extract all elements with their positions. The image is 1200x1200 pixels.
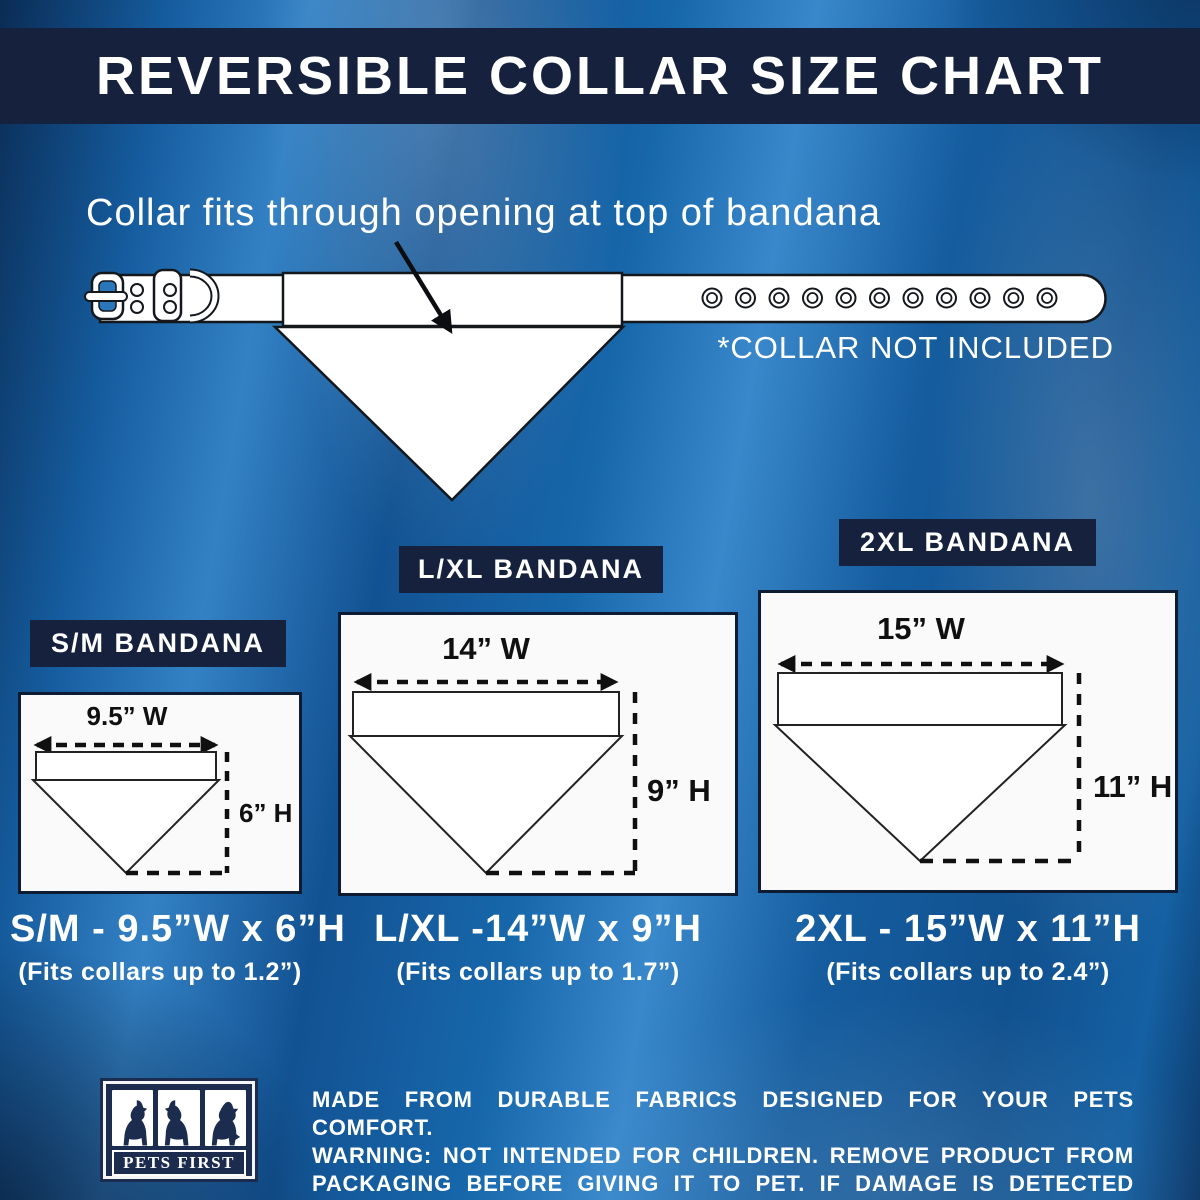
- pets-first-logo: PETS FIRST: [103, 1081, 255, 1179]
- fits-label-lxl: (Fits collars up to 1.7”): [396, 958, 680, 986]
- disclaimer-text: MADE FROM DURABLE FABRICS DESIGNED FOR Y…: [312, 1086, 1134, 1200]
- diagram-lxl: [347, 673, 638, 876]
- bandana-sleeve: [352, 691, 620, 737]
- size-label-2xl: 2XL - 15”W x 11”H: [795, 908, 1141, 950]
- collar-not-included-note: *COLLAR NOT INCLUDED: [717, 330, 1114, 365]
- width-label-2xl: 15” W: [877, 611, 965, 646]
- width-label-sm: 9.5” W: [86, 701, 168, 731]
- badge-lxl-bandana: L/XL BANDANA: [399, 546, 663, 593]
- bandana-sleeve: [35, 751, 217, 781]
- fits-label-sm: (Fits collars up to 1.2”): [18, 958, 302, 986]
- bandana-triangle: [347, 735, 625, 875]
- collar-buckle: [84, 268, 220, 324]
- brand-name: PETS FIRST: [112, 1150, 246, 1176]
- badge-sm-bandana: S/M BANDANA: [30, 620, 286, 667]
- disclaimer-line: WARNING: NOT INTENDED FOR CHILDREN. REMO…: [312, 1143, 1134, 1168]
- diagram-box-lxl: 14” W 9” H: [338, 612, 738, 896]
- size-label-lxl: L/XL -14”W x 9”H: [374, 908, 702, 950]
- width-label-lxl: 14” W: [442, 631, 530, 666]
- collar-eyelets: [701, 287, 1058, 309]
- badge-2xl-bandana: 2XL BANDANA: [839, 519, 1096, 566]
- dog-silhouette-icon: [212, 1101, 241, 1146]
- page-title: REVERSIBLE COLLAR SIZE CHART: [95, 46, 1105, 106]
- height-label-2xl: 11” H: [1093, 769, 1173, 804]
- logo-panel-3: [204, 1090, 246, 1146]
- logo-dog-panels: [106, 1084, 252, 1146]
- size-label-sm: S/M - 9.5”W x 6”H: [10, 908, 346, 950]
- diagram-sm: [30, 736, 230, 876]
- diagram-2xl: [772, 655, 1082, 864]
- logo-panel-1: [112, 1090, 154, 1146]
- bandana-triangle: [30, 779, 222, 875]
- disclaimer-line: PACKAGING BEFORE GIVING IT TO PET. IF DA…: [312, 1171, 1134, 1200]
- collar-caption: Collar fits through opening at top of ba…: [86, 192, 881, 234]
- bandana-triangle: [271, 325, 626, 502]
- dog-silhouette-icon: [164, 1100, 189, 1146]
- bandana-triangle: [772, 724, 1068, 863]
- height-label-sm: 6” H: [239, 798, 293, 828]
- height-label-lxl: 9” H: [647, 773, 711, 808]
- collar-illustration: [84, 240, 1107, 502]
- pointer-arrow: [394, 240, 453, 334]
- header-band: REVERSIBLE COLLAR SIZE CHART: [0, 28, 1200, 124]
- diagram-box-2xl: 15” W 11” H: [758, 590, 1178, 893]
- bandana-sleeve: [281, 271, 624, 328]
- disclaimer-line: MADE FROM DURABLE FABRICS DESIGNED FOR Y…: [312, 1087, 1134, 1140]
- fits-label-2xl: (Fits collars up to 2.4”): [826, 958, 1110, 986]
- dog-silhouette-icon: [123, 1100, 147, 1146]
- diagram-box-sm: 9.5” W 6” H: [18, 692, 302, 894]
- logo-panel-2: [158, 1090, 200, 1146]
- bandana-sleeve: [777, 672, 1063, 726]
